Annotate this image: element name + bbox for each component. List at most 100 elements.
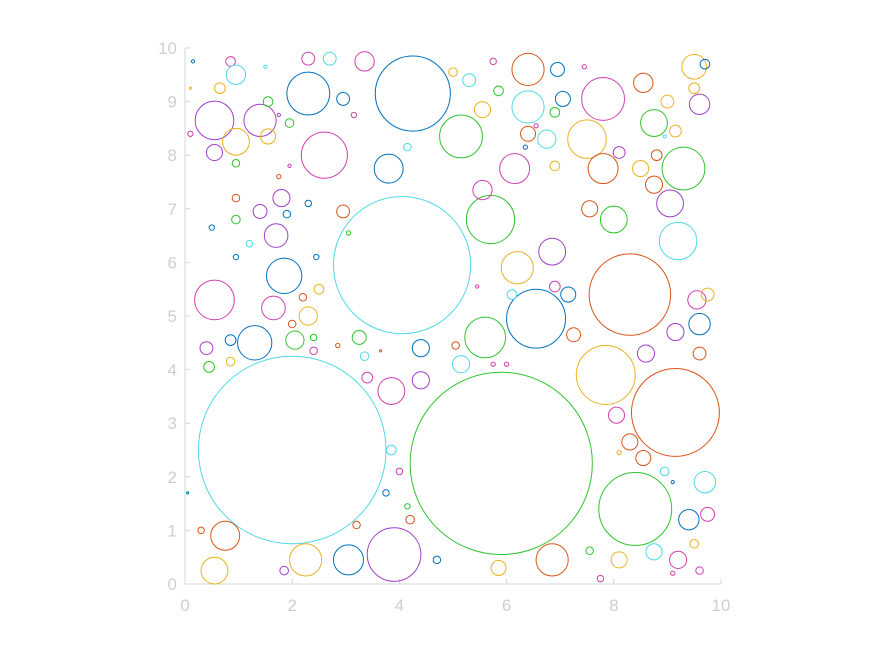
circle-mark-38 [640, 109, 668, 137]
circle-mark-96 [432, 555, 442, 565]
circle-mark-159 [345, 230, 352, 236]
circle-mark-144 [670, 480, 675, 485]
circle-mark-64 [700, 287, 715, 302]
circle-mark-145 [689, 539, 699, 549]
circle-mark-30 [332, 544, 364, 576]
circle-mark-87 [451, 341, 460, 350]
circle-mark-88 [490, 559, 507, 576]
circle-mark-146 [695, 566, 704, 575]
circle-mark-122 [245, 239, 254, 248]
circle-mark-137 [350, 111, 358, 119]
circle-mark-139 [276, 173, 282, 180]
circle-mark-149 [659, 466, 670, 477]
circle-mark-27 [373, 153, 404, 184]
circle-mark-41 [261, 295, 286, 321]
circle-mark-121 [208, 224, 215, 231]
tick-group: 0 2 4 6 8 10 0 1 2 3 4 5 6 7 8 9 10 [158, 39, 730, 615]
circle-mark-132 [284, 118, 295, 128]
circle-mark-117 [205, 143, 224, 162]
circle-mark-128 [187, 130, 194, 137]
circle-mark-48 [678, 508, 700, 531]
circle-mark-123 [232, 253, 240, 261]
circle-mark-154 [522, 144, 529, 150]
y-tick-label: 2 [168, 468, 177, 487]
circle-mark-13 [464, 316, 507, 359]
circle-mark-37 [263, 223, 289, 248]
circle-mark-9 [366, 527, 422, 582]
circle-mark-46 [688, 312, 711, 336]
circle-mark-8 [575, 344, 636, 405]
circle-mark-106 [282, 209, 292, 219]
circle-mark-4 [588, 253, 672, 336]
circle-mark-1 [409, 371, 593, 556]
circle-mark-54 [537, 129, 557, 149]
circle-mark-10 [300, 131, 348, 179]
circle-mark-20 [658, 221, 698, 261]
circle-mark-109 [298, 292, 308, 302]
circle-mark-21 [237, 325, 273, 361]
circle-mark-60 [669, 550, 688, 569]
circle-mark-71 [669, 124, 682, 138]
circle-mark-29 [500, 251, 534, 285]
circle-mark-3 [630, 368, 720, 457]
circle-mark-127 [190, 59, 196, 64]
circle-mark-110 [287, 319, 297, 329]
circle-mark-158 [662, 134, 667, 139]
circle-mark-125 [225, 56, 236, 67]
y-tick-label: 10 [158, 39, 177, 58]
circle-mark-95 [386, 444, 397, 456]
circle-mark-98 [352, 520, 361, 530]
circle-mark-22 [265, 257, 303, 294]
circle-mark-151 [503, 361, 510, 367]
circle-mark-36 [538, 237, 567, 266]
circle-mark-124 [213, 82, 226, 95]
circle-mark-65 [692, 346, 707, 361]
circle-mark-78 [462, 73, 477, 88]
circle-mark-25 [289, 543, 323, 577]
circle-mark-148 [596, 574, 605, 583]
circle-mark-160 [335, 342, 341, 349]
circle-mark-114 [199, 341, 214, 356]
circle-mark-111 [309, 346, 318, 356]
circle-mark-140 [287, 163, 292, 169]
circle-mark-134 [322, 51, 337, 66]
circle-mark-76 [550, 61, 565, 77]
circle-mark-53 [633, 72, 654, 93]
y-tick-label: 4 [168, 361, 177, 380]
circle-mark-44 [298, 306, 318, 326]
circle-mark-116 [225, 356, 236, 367]
circle-mark-16 [661, 146, 706, 191]
x-tick-label: 0 [180, 596, 189, 615]
circle-mark-115 [203, 361, 215, 373]
circle-mark-66 [644, 175, 664, 194]
circle-mark-152 [490, 361, 496, 367]
y-tick-label: 8 [168, 146, 177, 165]
circle-mark-68 [612, 146, 626, 159]
circle-mark-67 [632, 160, 650, 178]
circle-mark-135 [354, 51, 375, 72]
circle-mark-130 [262, 96, 274, 107]
circle-mark-69 [650, 149, 663, 162]
circle-mark-6 [598, 472, 673, 546]
circle-mark-28 [243, 103, 277, 137]
x-tick-label: 2 [287, 596, 296, 615]
circle-mark-118 [231, 158, 241, 168]
y-tick-label: 6 [168, 253, 177, 272]
y-tick-label: 5 [168, 307, 177, 326]
circle-mark-51 [687, 290, 707, 310]
circle-mark-126 [225, 64, 247, 85]
circle-mark-47 [693, 470, 717, 494]
circle-mark-7 [506, 288, 567, 349]
circle-mark-89 [585, 546, 594, 556]
circle-mark-17 [194, 279, 235, 321]
circle-mark-129 [260, 128, 277, 145]
circle-mark-108 [313, 253, 320, 261]
circle-mark-103 [304, 199, 312, 208]
circle-mark-150 [616, 450, 622, 456]
circle-mark-80 [473, 101, 492, 119]
y-tick-label: 3 [168, 414, 177, 433]
circle-mark-84 [548, 280, 561, 293]
circle-mark-91 [411, 371, 430, 390]
circle-mark-100 [395, 467, 404, 476]
